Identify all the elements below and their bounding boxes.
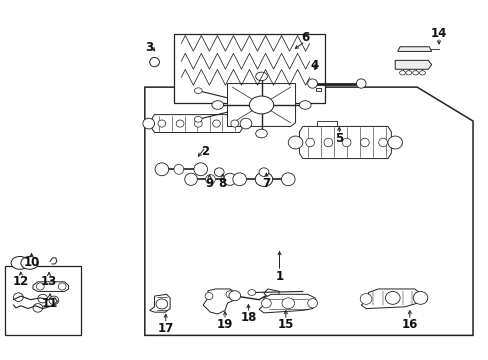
Polygon shape (259, 294, 317, 313)
Ellipse shape (261, 298, 271, 308)
Text: 6: 6 (301, 31, 309, 44)
Text: 17: 17 (157, 322, 174, 335)
Polygon shape (149, 294, 170, 312)
Ellipse shape (33, 303, 42, 312)
Text: 3: 3 (145, 41, 153, 54)
Text: 1: 1 (275, 270, 283, 283)
Text: 4: 4 (310, 59, 319, 72)
Ellipse shape (299, 101, 310, 109)
Ellipse shape (155, 163, 168, 176)
Ellipse shape (11, 256, 29, 269)
Polygon shape (144, 87, 472, 336)
Polygon shape (152, 114, 242, 132)
Text: 11: 11 (42, 297, 58, 310)
Text: 5: 5 (334, 132, 343, 145)
Ellipse shape (176, 120, 183, 127)
Ellipse shape (228, 291, 240, 301)
Ellipse shape (249, 96, 273, 114)
Ellipse shape (194, 116, 202, 122)
Ellipse shape (307, 298, 317, 308)
Ellipse shape (214, 168, 224, 176)
Polygon shape (316, 88, 321, 91)
Ellipse shape (158, 120, 165, 127)
Ellipse shape (38, 294, 47, 303)
Ellipse shape (205, 175, 215, 184)
Ellipse shape (360, 294, 371, 304)
Polygon shape (227, 84, 295, 126)
Text: 13: 13 (41, 275, 57, 288)
Polygon shape (264, 289, 279, 297)
Ellipse shape (281, 173, 294, 186)
Ellipse shape (194, 163, 207, 176)
Text: 8: 8 (218, 177, 226, 190)
Ellipse shape (232, 173, 246, 186)
Ellipse shape (324, 138, 332, 147)
Ellipse shape (156, 299, 167, 309)
Polygon shape (397, 47, 431, 51)
Ellipse shape (49, 296, 59, 305)
Ellipse shape (307, 79, 317, 88)
Bar (174, 33, 324, 103)
Text: 2: 2 (201, 145, 209, 158)
Ellipse shape (36, 283, 44, 290)
Ellipse shape (378, 138, 386, 147)
Polygon shape (203, 289, 234, 314)
Ellipse shape (194, 120, 202, 127)
Ellipse shape (412, 71, 418, 75)
Ellipse shape (194, 88, 202, 94)
Ellipse shape (399, 71, 405, 75)
Ellipse shape (412, 292, 427, 304)
Ellipse shape (240, 118, 251, 129)
Ellipse shape (247, 290, 255, 296)
Ellipse shape (142, 118, 154, 129)
Text: 19: 19 (216, 318, 233, 331)
Ellipse shape (58, 283, 66, 290)
Polygon shape (394, 60, 431, 69)
Ellipse shape (255, 72, 267, 81)
Ellipse shape (419, 71, 425, 75)
Ellipse shape (255, 172, 272, 186)
Ellipse shape (287, 136, 302, 149)
Polygon shape (299, 126, 390, 158)
Ellipse shape (255, 129, 267, 138)
Ellipse shape (211, 101, 223, 109)
Polygon shape (33, 282, 68, 292)
Ellipse shape (204, 293, 212, 300)
Ellipse shape (184, 173, 197, 185)
Ellipse shape (387, 136, 402, 149)
Ellipse shape (225, 291, 233, 298)
Ellipse shape (282, 298, 294, 309)
Text: 10: 10 (23, 256, 40, 269)
Text: 7: 7 (262, 177, 270, 190)
Text: 15: 15 (277, 318, 293, 331)
Polygon shape (361, 289, 421, 309)
Ellipse shape (305, 138, 314, 147)
Ellipse shape (405, 71, 411, 75)
Ellipse shape (212, 120, 220, 127)
Text: 9: 9 (205, 177, 213, 190)
Ellipse shape (174, 164, 183, 174)
Ellipse shape (360, 138, 368, 147)
Ellipse shape (223, 173, 236, 185)
Ellipse shape (385, 292, 399, 304)
Ellipse shape (149, 58, 159, 67)
Text: 12: 12 (13, 275, 29, 288)
Polygon shape (317, 121, 336, 126)
Text: 18: 18 (240, 311, 256, 324)
Ellipse shape (259, 168, 268, 176)
Ellipse shape (21, 256, 38, 269)
Ellipse shape (356, 79, 366, 88)
Ellipse shape (342, 138, 350, 147)
Text: 14: 14 (430, 27, 446, 40)
Ellipse shape (230, 120, 238, 127)
Bar (5, 266, 81, 336)
Text: 16: 16 (401, 318, 417, 331)
Ellipse shape (14, 293, 23, 301)
